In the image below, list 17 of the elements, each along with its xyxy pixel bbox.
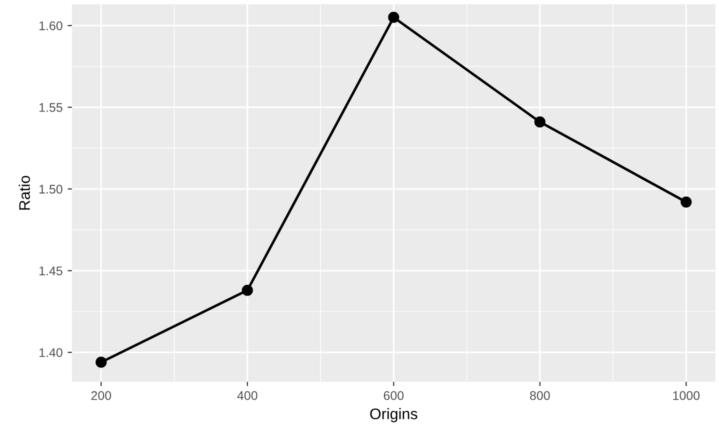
point: [96, 356, 107, 368]
point: [242, 284, 253, 296]
point: [680, 196, 692, 208]
y-tick-label: 1.45: [40, 266, 62, 276]
y-tick-label: 1.60: [40, 21, 62, 30]
x-tick-label: 400: [237, 391, 258, 400]
y-tick-label: 1.55: [40, 103, 62, 112]
y-axis-title: Ratio: [18, 176, 30, 210]
x-tick-label: 800: [530, 391, 550, 400]
x-tick-label: 200: [91, 391, 112, 400]
x-tick-label: 1000: [673, 391, 700, 400]
y-tick-label: 1.50: [40, 184, 62, 194]
point: [388, 12, 400, 23]
x-tick-label: 600: [384, 391, 404, 400]
point: [534, 116, 546, 128]
y-tick-label: 1.40: [40, 348, 62, 358]
x-axis-title: Origins: [370, 408, 418, 422]
